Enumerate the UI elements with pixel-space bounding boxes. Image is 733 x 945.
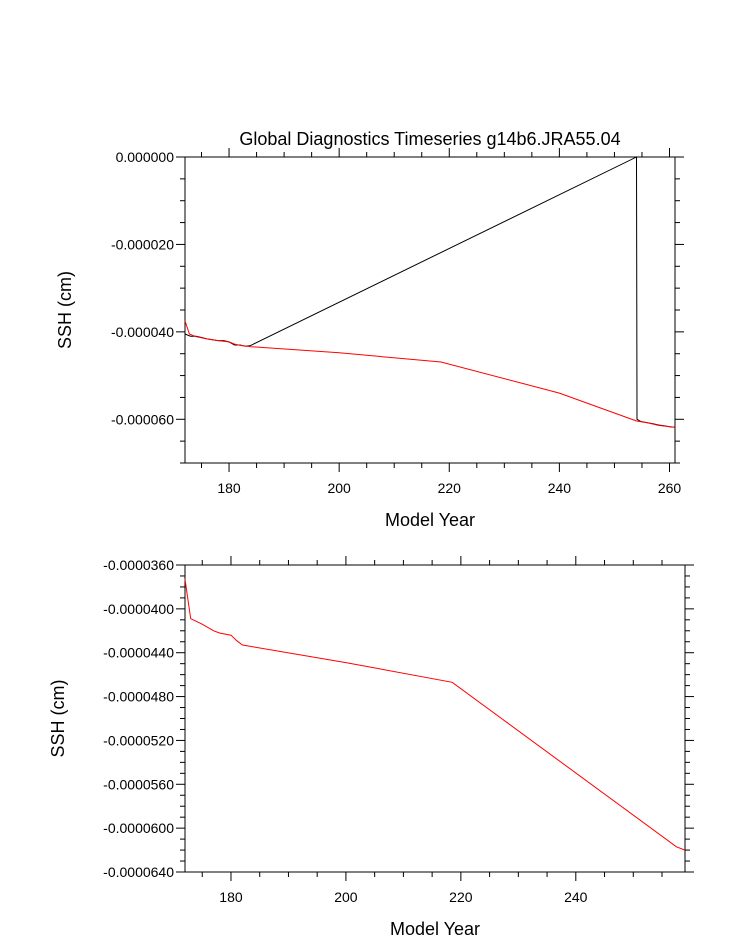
x-tick-label: 220 (449, 889, 473, 905)
y-tick-label: -0.0000560 (103, 776, 174, 792)
y-tick-label: -0.0000400 (103, 601, 174, 617)
chart-title: Global Diagnostics Timeseries g14b6.JRA5… (239, 129, 620, 149)
y-tick-label: -0.0000520 (103, 732, 174, 748)
plot-frame-2 (184, 564, 686, 873)
x-axis-label: Model Year (385, 510, 475, 530)
x-tick-label: 220 (438, 480, 462, 496)
x-tick-label: 240 (548, 480, 572, 496)
x-tick-label: 180 (219, 889, 243, 905)
series-line-1 (184, 156, 676, 428)
x-tick-label: 240 (564, 889, 588, 905)
x-tick-label: 200 (327, 480, 351, 496)
series-line-1 (184, 579, 686, 851)
y-tick-label: -0.0000640 (103, 864, 174, 880)
x-tick-label: 180 (217, 480, 241, 496)
x-tick-label: 260 (658, 480, 682, 496)
y-tick-label: 0.000000 (116, 149, 175, 165)
y-tick-label: -0.000060 (111, 411, 174, 427)
plot-frame-1 (184, 156, 676, 464)
y-tick-label: -0.0000440 (103, 645, 174, 661)
y-tick-label: -0.000020 (111, 236, 174, 252)
y-axis-label: SSH (cm) (48, 680, 68, 758)
y-tick-label: -0.0000480 (103, 689, 174, 705)
series-line-2 (184, 320, 676, 428)
x-axis-label: Model Year (390, 919, 480, 939)
x-tick-label: 200 (334, 889, 358, 905)
y-tick-label: -0.0000600 (103, 820, 174, 836)
y-tick-label: -0.0000360 (103, 557, 174, 573)
y-axis-label: SSH (cm) (55, 271, 75, 349)
y-tick-label: -0.000040 (111, 324, 174, 340)
